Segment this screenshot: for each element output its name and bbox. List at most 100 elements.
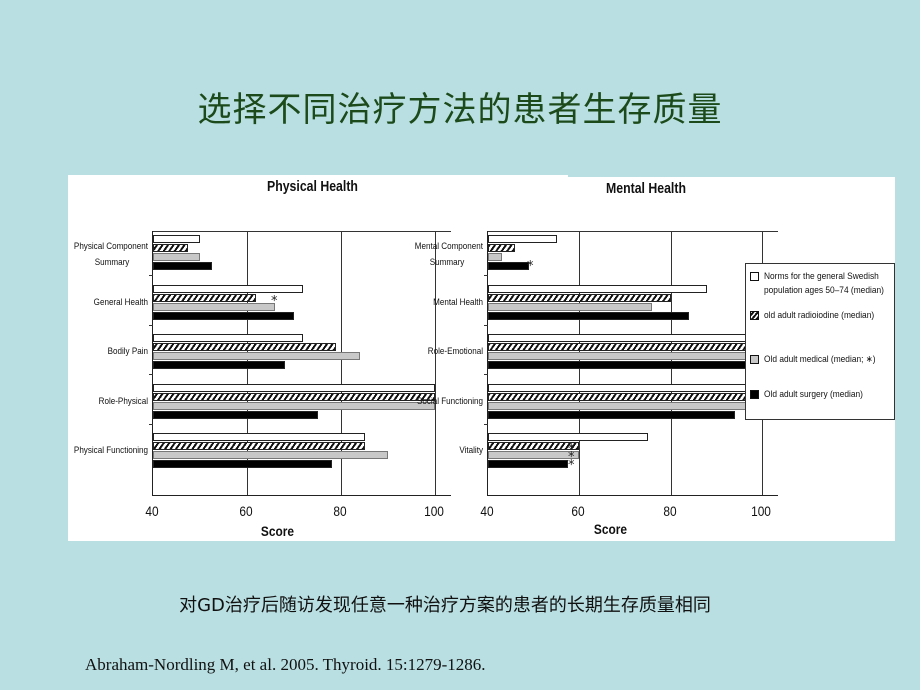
bar-norms	[488, 284, 708, 293]
bar-medical	[488, 302, 653, 311]
bar-radioiodine	[488, 244, 516, 252]
legend-label-medical: Old adult medical (median; ∗)	[764, 354, 876, 365]
y-tick-mark	[484, 374, 488, 375]
category-label-line: Physical Functioning	[73, 445, 148, 456]
bar-radioiodine	[153, 293, 257, 302]
gridline-80	[341, 231, 342, 495]
bar-radioiodine	[488, 442, 580, 450]
plot-top-border	[153, 231, 451, 232]
bar-surgery	[488, 361, 762, 369]
vitality-star-1: *	[568, 442, 575, 457]
bar-medical	[488, 401, 762, 410]
bar-norms	[153, 383, 435, 392]
bar-surgery	[153, 410, 318, 419]
category-label: Role-Physical	[38, 395, 148, 408]
category-label-line: General Health	[93, 296, 148, 308]
mcs-significance-marker: *	[527, 259, 534, 274]
legend-label-norms-line1: Norms for the general Swedish	[764, 271, 879, 282]
bar-norms	[153, 433, 365, 441]
x-tick-label: 100	[751, 503, 771, 519]
bar-medical	[153, 451, 388, 459]
bar-norms	[153, 284, 304, 293]
bar-norms	[488, 433, 648, 441]
bar-medical	[488, 451, 580, 459]
category-label-line: Role-Emotional	[427, 346, 483, 357]
x-tick-label: 40	[145, 503, 159, 519]
bar-medical	[488, 352, 762, 360]
y-tick-mark	[484, 423, 488, 425]
bar-radioiodine	[153, 244, 189, 252]
legend-label-norms: Norms for the general Swedish population…	[764, 270, 887, 298]
category-label-line: Role-Physical	[98, 395, 148, 407]
white-swatch-icon	[750, 272, 759, 281]
physical-health-plot	[149, 231, 451, 496]
physical-health-x-axis-title: Score	[260, 523, 295, 539]
gray-swatch-icon	[750, 355, 759, 364]
bar-surgery	[488, 262, 530, 270]
bar-surgery	[153, 460, 332, 468]
y-tick-mark	[484, 324, 488, 326]
x-tick-label: 80	[333, 503, 347, 519]
bar-norms	[488, 334, 762, 342]
x-tick-label: 40	[480, 503, 494, 519]
bar-norms	[488, 235, 557, 243]
legend-label-norms-line2: population ages 50–74 (median)	[764, 285, 884, 296]
citation: Abraham-Nordling M, et al. 2005. Thyroid…	[85, 655, 486, 674]
bar-medical	[153, 401, 435, 410]
legend-label-surgery: Old adult surgery (median)	[764, 389, 863, 400]
category-label: Bodily Pain	[38, 346, 148, 358]
bar-surgery	[153, 262, 212, 270]
vitality-star-3: *	[568, 458, 575, 473]
figure-panel: Physical Health Physical Component Summar…	[68, 175, 895, 541]
bar-medical	[153, 302, 276, 311]
category-label-line: Social Functioning	[417, 395, 483, 407]
hatched-swatch-icon	[750, 311, 759, 320]
bar-surgery	[488, 460, 568, 468]
black-swatch-icon	[750, 390, 759, 399]
physical-health-title: Physical Health	[267, 178, 358, 195]
bar-surgery	[488, 410, 735, 419]
bar-radioiodine	[488, 293, 671, 302]
y-tick-mark	[149, 423, 153, 425]
bar-medical	[153, 352, 360, 360]
bar-norms	[488, 383, 762, 392]
category-label-line: Mental Component	[414, 241, 483, 252]
category-label: Vitality	[373, 445, 483, 457]
legend-label-radioiodine: old adult radioiodine (median)	[764, 310, 875, 321]
category-label-line: Summary	[429, 257, 465, 268]
bar-surgery	[153, 311, 294, 320]
category-label-line: Mental Health	[433, 296, 483, 308]
mental-health-x-axis-title: Score	[593, 521, 628, 537]
slide-caption: 对GD治疗后随访发现任意一种治疗方案的患者的长期生存质量相同	[179, 595, 711, 616]
gridline-100	[435, 231, 436, 495]
bar-medical	[488, 253, 502, 261]
bar-medical	[153, 253, 200, 261]
slide-title: 选择不同治疗方法的患者生存质量	[197, 90, 723, 130]
y-tick-mark	[149, 324, 153, 326]
bar-radioiodine	[153, 442, 365, 450]
vitality-star-2: *	[568, 450, 575, 465]
bar-norms	[153, 235, 200, 243]
mental-health-title: Mental Health	[606, 180, 686, 197]
category-label-line: Bodily Pain	[107, 346, 148, 357]
category-label: Mental Health	[373, 296, 483, 309]
category-label: Mental Component Summary	[373, 239, 483, 271]
y-tick-mark	[149, 275, 153, 276]
x-tick-label: 80	[663, 503, 677, 519]
bar-norms	[153, 334, 304, 342]
bar-radioiodine	[488, 343, 762, 351]
bar-surgery	[153, 361, 285, 369]
category-label: Physical Component Summary	[38, 239, 148, 271]
category-label-line: Summary	[94, 257, 130, 268]
bar-radioiodine	[153, 343, 337, 351]
category-label-line: Vitality	[459, 445, 483, 456]
x-tick-label: 60	[239, 503, 253, 519]
vitality-significance-marker: * * *	[568, 442, 576, 473]
y-tick-mark	[484, 275, 488, 276]
y-tick-mark	[149, 374, 153, 375]
bar-radioiodine	[488, 392, 762, 401]
x-tick-label: 100	[424, 503, 444, 519]
category-label: Physical Functioning	[38, 445, 148, 457]
figure-notch	[568, 175, 895, 177]
plot-top-border	[488, 231, 778, 232]
